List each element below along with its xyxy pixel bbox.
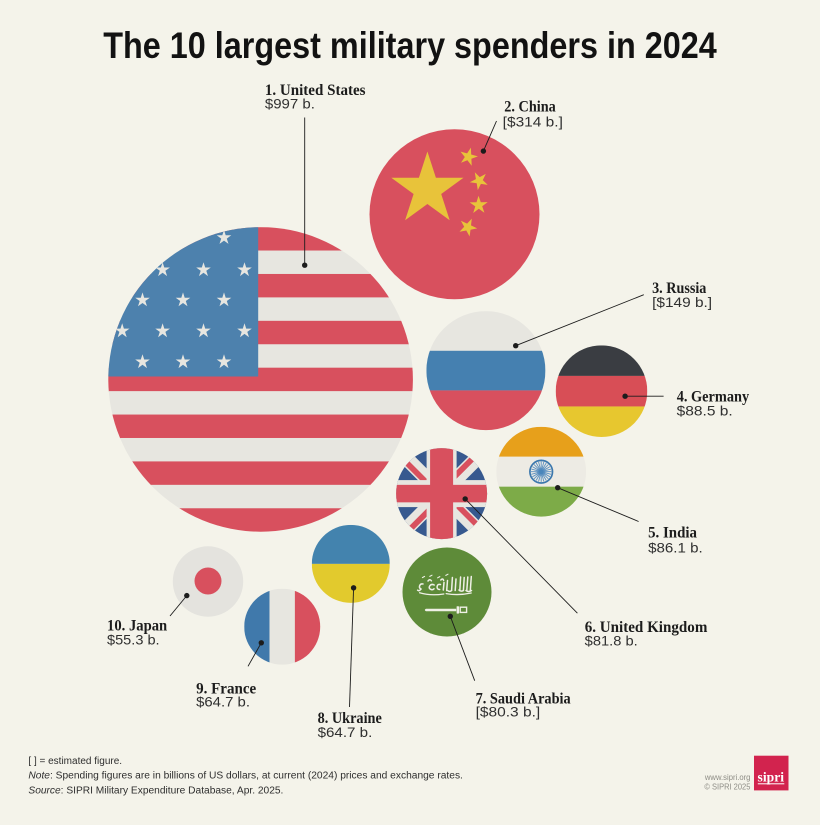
- svg-text:$55.3 b.: $55.3 b.: [107, 631, 160, 647]
- svg-text:sipri: sipri: [758, 769, 785, 784]
- svg-text:www.sipri.org: www.sipri.org: [704, 772, 751, 782]
- svg-text:$997 b.: $997 b.: [265, 96, 315, 112]
- svg-text:7. Saudi Arabia: 7. Saudi Arabia: [476, 690, 571, 707]
- svg-text:[$314 b.]: [$314 b.]: [503, 114, 563, 130]
- svg-text:10. Japan: 10. Japan: [107, 617, 168, 634]
- svg-text:2. China: 2. China: [504, 98, 556, 115]
- svg-text:Note: Spending figures are in: Note: Spending figures are in billions o…: [28, 771, 462, 782]
- svg-text:$64.7 b.: $64.7 b.: [196, 694, 250, 710]
- svg-text:[$80.3 b.]: [$80.3 b.]: [476, 704, 541, 720]
- svg-text:$64.7 b.: $64.7 b.: [318, 724, 373, 740]
- svg-text:$86.1 b.: $86.1 b.: [648, 539, 703, 555]
- svg-text:1. United States: 1. United States: [265, 82, 366, 99]
- svg-text:Source: SIPRI Military Expendi: Source: SIPRI Military Expenditure Datab…: [28, 785, 283, 796]
- svg-text:[$149 b.]: [$149 b.]: [652, 294, 712, 310]
- svg-text:© SIPRI 2025: © SIPRI 2025: [704, 782, 750, 792]
- svg-text:6. United Kingdom: 6. United Kingdom: [585, 619, 708, 636]
- svg-text:[ ] = estimated figure.: [ ] = estimated figure.: [28, 756, 122, 767]
- svg-text:5. India: 5. India: [648, 525, 697, 542]
- svg-text:$81.8 b.: $81.8 b.: [585, 633, 638, 649]
- svg-text:9. France: 9. France: [196, 680, 256, 697]
- svg-text:8. Ukraine: 8. Ukraine: [318, 710, 382, 727]
- svg-text:4. Germany: 4. Germany: [677, 389, 750, 406]
- svg-text:3. Russia: 3. Russia: [652, 280, 707, 297]
- svg-text:The 10 largest military spende: The 10 largest military spenders in 2024: [103, 24, 717, 66]
- svg-text:$88.5 b.: $88.5 b.: [677, 403, 733, 419]
